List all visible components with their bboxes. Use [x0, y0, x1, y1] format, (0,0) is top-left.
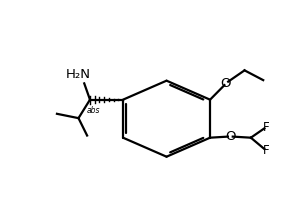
Text: O: O — [221, 77, 231, 90]
Text: F: F — [263, 144, 270, 157]
Text: O: O — [225, 130, 235, 143]
Text: abs: abs — [87, 106, 100, 115]
Text: H₂N: H₂N — [66, 68, 91, 81]
Text: F: F — [263, 121, 270, 134]
